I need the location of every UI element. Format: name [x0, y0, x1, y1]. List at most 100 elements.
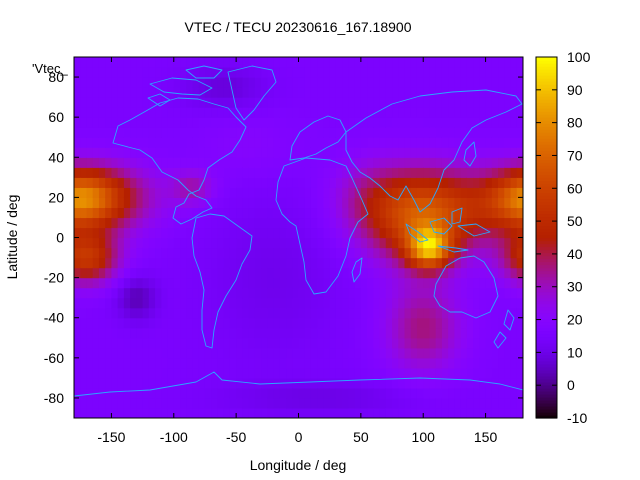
heatmap-cell — [485, 87, 493, 98]
heatmap-cell — [410, 267, 418, 279]
heatmap-cell — [148, 337, 156, 349]
y-tick-label: 40 — [48, 149, 64, 165]
heatmap-cell — [335, 347, 343, 359]
heatmap-cell — [117, 67, 125, 78]
heatmap-cell — [441, 197, 449, 209]
heatmap-cell — [198, 187, 206, 198]
heatmap-cell — [167, 257, 175, 269]
heatmap-cell — [435, 217, 443, 229]
heatmap-cell — [404, 407, 412, 418]
heatmap-cell — [317, 107, 325, 118]
heatmap-cell — [173, 207, 181, 219]
heatmap-cell — [485, 347, 493, 359]
heatmap-cell — [323, 207, 331, 219]
heatmap-cell — [155, 177, 162, 188]
colorbar-segment — [536, 129, 557, 133]
heatmap-cell — [516, 297, 523, 309]
heatmap-cell — [385, 217, 393, 229]
x-tick-label: 50 — [353, 429, 369, 445]
heatmap-cell — [167, 397, 175, 409]
heatmap-cell — [498, 367, 505, 379]
heatmap-cell — [292, 357, 300, 369]
heatmap-cell — [192, 277, 200, 289]
heatmap-cell — [248, 137, 256, 148]
heatmap-cell — [323, 97, 331, 108]
heatmap-cell — [192, 227, 200, 239]
heatmap-cell — [385, 287, 393, 299]
heatmap-cell — [98, 187, 106, 198]
heatmap-cell — [367, 177, 374, 188]
heatmap-cell — [310, 307, 318, 319]
heatmap-cell — [148, 357, 156, 369]
heatmap-cell — [373, 407, 381, 418]
heatmap-cell — [304, 227, 312, 239]
heatmap-cell — [286, 117, 293, 128]
heatmap-cell — [379, 157, 387, 168]
heatmap-cell — [441, 117, 449, 128]
heatmap-cell — [198, 127, 206, 138]
heatmap-cell — [223, 167, 231, 178]
heatmap-cell — [466, 57, 474, 68]
heatmap-cell — [142, 217, 150, 229]
heatmap-cell — [385, 407, 393, 418]
heatmap-cell — [180, 347, 187, 359]
heatmap-cell — [217, 367, 225, 379]
heatmap-cell — [136, 247, 144, 259]
heatmap-cell — [460, 97, 468, 108]
heatmap-cell — [261, 77, 268, 88]
colorbar-segment — [536, 213, 557, 218]
colorbar-segment — [536, 348, 557, 353]
heatmap-cell — [161, 77, 169, 88]
heatmap-cell — [180, 307, 187, 319]
coast-madagascar — [351, 257, 363, 283]
heatmap-cell — [454, 377, 462, 389]
colorbar-segment — [536, 132, 557, 136]
heatmap-cell — [416, 407, 424, 418]
heatmap-cell — [242, 307, 250, 319]
heatmap-cell — [491, 327, 499, 339]
heatmap-cell — [254, 167, 262, 178]
heatmap-cell — [211, 57, 219, 68]
heatmap-cell — [248, 197, 256, 209]
heatmap-cell — [254, 317, 262, 329]
heatmap-cell — [292, 157, 300, 168]
heatmap-cell — [454, 317, 462, 329]
heatmap-cell — [304, 187, 312, 198]
heatmap-cell — [416, 217, 424, 229]
heatmap-cell — [342, 407, 349, 418]
heatmap-cell — [354, 317, 362, 329]
colorbar-segment — [536, 402, 557, 407]
colorbar-segment — [536, 60, 557, 64]
heatmap-cell — [261, 367, 268, 379]
colorbar-segment — [536, 183, 557, 187]
heatmap-cell — [74, 397, 81, 409]
heatmap-cell — [304, 237, 312, 249]
heatmap-cell — [98, 257, 106, 269]
heatmap-cell — [217, 77, 225, 88]
heatmap-cell — [192, 317, 200, 329]
heatmap-cell — [404, 387, 412, 399]
heatmap-cell — [136, 307, 144, 319]
heatmap-cell — [136, 137, 144, 148]
heatmap-cell — [435, 77, 443, 88]
heatmap-cell — [167, 97, 175, 108]
heatmap-cell — [229, 337, 237, 349]
heatmap-cell — [354, 407, 362, 418]
heatmap-cell — [86, 157, 94, 168]
heatmap-cell — [223, 337, 231, 349]
heatmap-cell — [192, 167, 200, 178]
heatmap-cell — [354, 287, 362, 299]
heatmap-cell — [92, 167, 100, 178]
heatmap-cell — [80, 197, 88, 209]
heatmap-cell — [180, 57, 187, 68]
heatmap-cell — [373, 317, 381, 329]
heatmap-cell — [485, 207, 493, 219]
heatmap-cell — [267, 107, 275, 118]
heatmap-cell — [198, 177, 206, 188]
heatmap-cell — [354, 57, 362, 68]
heatmap-cell — [236, 167, 243, 178]
heatmap-cell — [204, 57, 212, 68]
heatmap-cell — [441, 337, 449, 349]
heatmap-cell — [111, 137, 119, 148]
heatmap-cell — [86, 247, 94, 259]
